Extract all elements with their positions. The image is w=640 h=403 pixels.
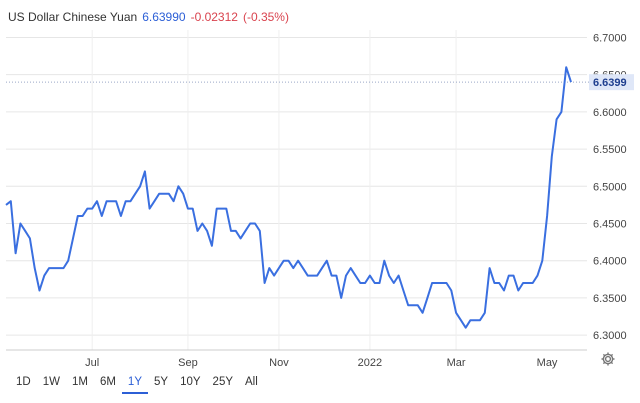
y-tick-label: 6.5000 — [593, 181, 627, 193]
x-tick-label: Mar — [447, 357, 466, 369]
series-line — [5, 66, 572, 329]
range-button-10y[interactable]: 10Y — [180, 376, 201, 388]
y-tick-label: 6.4000 — [593, 256, 627, 268]
range-button-5y[interactable]: 5Y — [154, 376, 169, 388]
gear-icon[interactable] — [600, 351, 616, 367]
y-tick-label: 6.4500 — [593, 218, 627, 230]
x-tick-label: 2022 — [358, 357, 382, 369]
x-tick-label: Jul — [85, 357, 99, 369]
range-selector: 1D 1W 1M 6M 1Y 5Y 10Y 25Y All — [10, 372, 264, 394]
chart-header: US Dollar Chinese Yuan 6.63990 -0.02312 (-0… — [8, 10, 294, 24]
x-tick-label: May — [537, 357, 558, 369]
range-button-25y[interactable]: 25Y — [212, 376, 234, 388]
range-button-1d[interactable]: 1D — [16, 376, 31, 388]
x-tick-label: Sep — [178, 357, 198, 369]
y-tick-label: 6.3500 — [593, 293, 627, 305]
price-change-percent: (-0.35%) — [242, 10, 289, 24]
range-button-1y[interactable]: 1Y — [121, 372, 148, 394]
symbol-name: US Dollar Chinese Yuan — [8, 10, 138, 24]
x-tick-label: Nov — [269, 357, 289, 369]
y-tick-label: 6.5500 — [593, 144, 627, 156]
range-button-1w[interactable]: 1W — [42, 376, 60, 388]
price-tag-background — [589, 74, 634, 91]
range-button-6m[interactable]: 6M — [99, 376, 116, 388]
range-button-all[interactable]: All — [245, 376, 258, 388]
current-price: 6.63990 — [142, 10, 186, 24]
y-tick-label: 6.3000 — [593, 330, 627, 342]
y-tick-label: 6.6000 — [593, 107, 627, 119]
price-change: -0.02312 — [190, 10, 238, 24]
y-tick-label: 6.7000 — [593, 32, 627, 44]
range-button-1m[interactable]: 1M — [71, 376, 88, 388]
price-tag-label: 6.6399 — [593, 77, 627, 89]
